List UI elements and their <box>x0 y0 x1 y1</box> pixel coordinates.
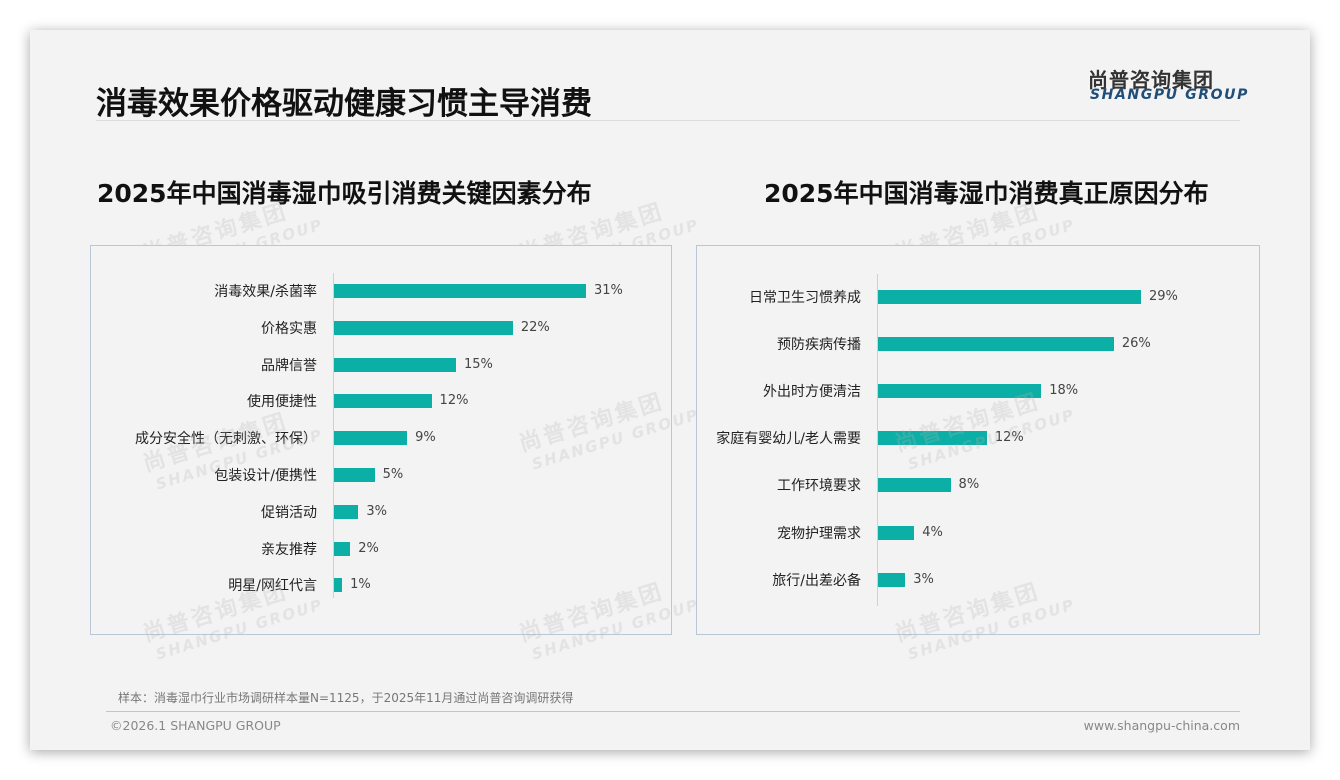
bar-value-label: 29% <box>1149 289 1178 304</box>
bar-label: 明星/网红代言 <box>228 578 317 595</box>
bar <box>878 572 906 587</box>
bar-value-label: 3% <box>366 503 387 519</box>
bar-label: 促销活动 <box>261 504 317 521</box>
bar <box>878 525 915 540</box>
bar <box>334 394 432 409</box>
bar <box>334 468 375 482</box>
bar-label: 日常卫生习惯养成 <box>749 290 861 306</box>
bar-label: 家庭有婴幼儿/老人需要 <box>716 431 861 448</box>
bar <box>878 431 987 446</box>
bar <box>878 384 1042 399</box>
chart-title-right: 2025年中国消毒湿巾消费真正原因分布 <box>764 179 1209 208</box>
bar-label: 成分安全性（无刺激、环保） <box>135 431 317 448</box>
bar-value-label: 26% <box>1121 336 1151 352</box>
footer-divider <box>106 711 1240 712</box>
bar-value-label: 3% <box>913 571 934 587</box>
bar <box>334 284 587 298</box>
slide: 消毒效果价格驱动健康习惯主导消费 尚普咨询集团 SHANGPU GROUP 尚普… <box>30 30 1310 750</box>
bar-value-label: 31% <box>594 283 623 298</box>
bar-value-label: 2% <box>358 540 379 556</box>
page-title: 消毒效果价格驱动健康习惯主导消费 <box>96 86 592 122</box>
bar-value-label: 9% <box>415 430 436 446</box>
bar-value-label: 5% <box>382 467 404 482</box>
chart-title-left: 2025年中国消毒湿巾吸引消费关键因素分布 <box>97 179 592 208</box>
bar-label: 使用便捷性 <box>247 394 317 411</box>
bar-label: 包装设计/便携性 <box>214 468 317 484</box>
bar-value-label: 8% <box>958 477 980 493</box>
bar-label: 亲友推荐 <box>261 541 317 558</box>
bar-label: 工作环境要求 <box>777 478 861 495</box>
copyright: ©2026.1 SHANGPU GROUP <box>110 718 281 733</box>
website-link[interactable]: www.shangpu-china.com <box>1083 718 1240 733</box>
bar <box>878 290 1142 304</box>
bar <box>878 337 1114 352</box>
category-axis <box>877 274 878 606</box>
bar-label: 宠物护理需求 <box>777 525 861 542</box>
bar-label: 预防疾病传播 <box>777 337 861 354</box>
title-divider <box>96 120 1240 121</box>
chart-key-factors: 消毒效果/杀菌率 31% 价格实惠 22% 品牌信誉 15% 使用便捷性 12% 成分安全性（无… <box>90 245 672 635</box>
bar-value-label: 15% <box>463 356 493 372</box>
bar <box>334 357 456 372</box>
bar <box>334 541 351 556</box>
bar-label: 价格实惠 <box>261 320 317 337</box>
category-axis <box>333 273 334 598</box>
bar <box>334 504 359 519</box>
bar-label: 旅行/出差必备 <box>772 572 861 589</box>
bar-value-label: 22% <box>520 319 550 335</box>
bar-value-label: 12% <box>994 430 1024 446</box>
bar <box>334 578 343 593</box>
bar-label: 外出时方便清洁 <box>763 384 861 401</box>
bar <box>878 478 951 493</box>
logo-text-en: SHANGPU GROUP <box>1090 87 1249 103</box>
bar-label: 品牌信誉 <box>261 357 317 374</box>
bar-label: 消毒效果/杀菌率 <box>214 284 317 300</box>
bar-value-label: 4% <box>922 524 943 540</box>
bar <box>334 431 408 446</box>
sample-note: 样本：消毒湿巾行业市场调研样本量N=1125，于2025年11月通过尚普咨询调研… <box>118 691 574 705</box>
chart-real-reasons: 日常卫生习惯养成 29% 预防疾病传播 26% 外出时方便清洁 18% 家庭有婴幼儿/老人需… <box>696 245 1260 635</box>
bar-value-label: 18% <box>1049 383 1079 399</box>
bar <box>334 320 513 335</box>
bar-value-label: 12% <box>439 393 469 409</box>
logo-text-cn: 尚普咨询集团 <box>1088 68 1214 92</box>
bar-value-label: 1% <box>350 577 371 593</box>
